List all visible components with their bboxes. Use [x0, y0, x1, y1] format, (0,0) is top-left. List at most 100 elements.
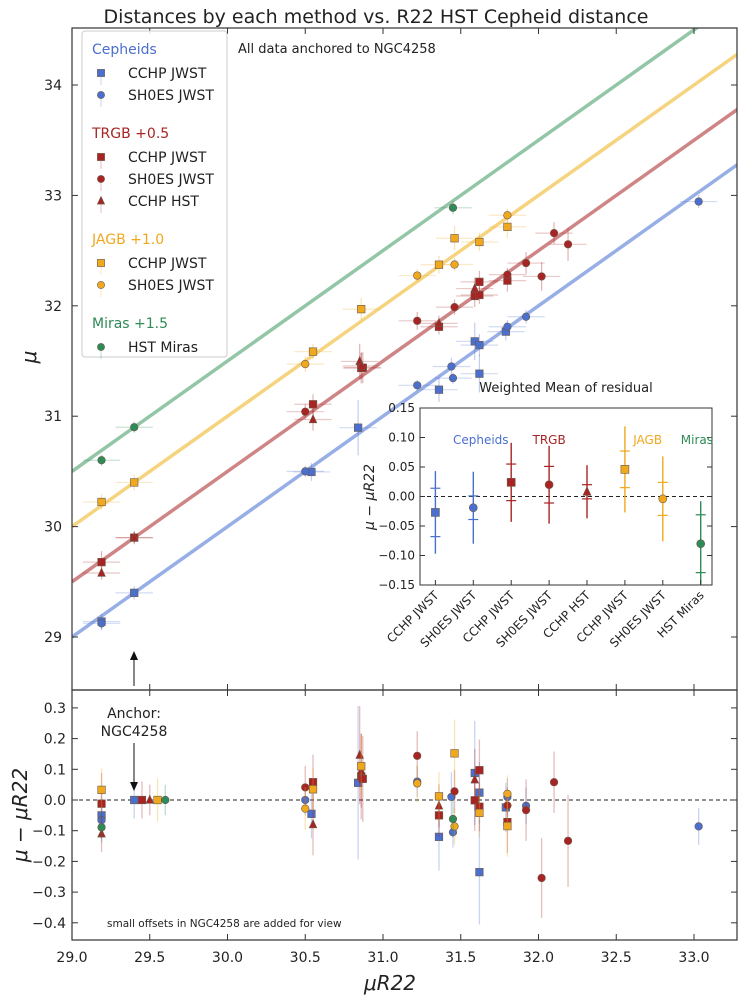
point-cepheids-sh0es-jwst	[97, 619, 106, 628]
legend-marker	[97, 91, 105, 99]
fit-line-miras	[72, 28, 700, 473]
residual-axes-frame	[71, 689, 738, 941]
residual-point-cepheids-cchp-jwst	[130, 795, 139, 805]
residual-point-trgb-cchp-hst	[308, 819, 318, 829]
point-miras-hst-miras	[130, 423, 139, 432]
point-trgb-cchp-hst	[129, 532, 139, 542]
point-cepheids-cchp-jwst	[130, 588, 139, 597]
inset-group-label: TRGB	[531, 433, 565, 447]
point-trgb-sh0es-jwst	[413, 316, 422, 325]
x-axis-label: μR22	[363, 971, 416, 995]
residual-point-trgb-cchp-hst	[355, 749, 364, 759]
y-tick-label: 32	[44, 299, 62, 315]
point-trgb-cchp-jwst	[97, 558, 106, 567]
residual-y-tick-label: −0.1	[32, 824, 66, 840]
residual-point-trgb-sh0es-jwst	[450, 787, 459, 796]
residual-point-jagb-cchp-jwst	[153, 795, 162, 805]
inset-title: Weighted Mean of residual	[479, 381, 652, 396]
residual-point-jagb-cchp-jwst	[450, 749, 459, 758]
point-trgb-sh0es-jwst	[503, 270, 512, 279]
residual-point-trgb-cchp-hst	[97, 828, 106, 838]
point-trgb-cchp-jwst	[475, 277, 484, 286]
point-jagb-cchp-jwst	[97, 497, 106, 507]
inset-y-axis-label: μ − μR22	[362, 464, 378, 531]
legend-marker	[97, 259, 105, 267]
point-jagb-cchp-jwst	[130, 478, 139, 487]
offset-note: small offsets in NGC4258 are added for v…	[107, 918, 342, 930]
point-jagb-sh0es-jwst	[301, 359, 310, 369]
residual-point-trgb-sh0es-jwst	[503, 801, 512, 810]
inset-y-tick-label: 0.15	[388, 401, 415, 415]
residual-point-cepheids-cchp-jwst	[434, 832, 444, 841]
residual-point-trgb-sh0es-jwst	[537, 873, 546, 883]
y-tick-label: 29	[44, 630, 62, 646]
legend-group-title: TRGB +0.5	[91, 126, 169, 142]
legend-entry: SH0ES JWST	[128, 172, 214, 188]
y-tick-label: 33	[44, 188, 62, 204]
residual-point-trgb-cchp-hst	[434, 800, 444, 810]
point-cepheids-sh0es-jwst	[694, 197, 703, 206]
residual-point-trgb-cchp-jwst	[97, 799, 106, 808]
point-jagb-cchp-jwst	[357, 305, 366, 314]
inset-point	[658, 494, 668, 504]
residual-point-cepheids-sh0es-jwst	[301, 795, 310, 805]
inset-point	[620, 465, 630, 474]
residual-point-jagb-sh0es-jwst	[450, 822, 459, 831]
point-miras-hst-miras	[448, 203, 458, 212]
residual-point-miras-hst-miras	[161, 795, 170, 805]
inset-y-tick-label: −0.15	[378, 578, 415, 592]
point-jagb-cchp-jwst	[503, 222, 512, 231]
inset-point	[506, 478, 516, 487]
inset-chart: Weighted Mean of residual 0.15 0.10 0.05 0.0…	[362, 381, 713, 650]
point-trgb-cchp-hst	[97, 567, 106, 577]
point-trgb-cchp-hst	[434, 317, 444, 327]
legend-group-title: JAGB +1.0	[91, 232, 164, 248]
legend-marker	[97, 175, 105, 183]
point-trgb-sh0es-jwst	[563, 240, 573, 249]
legend-group-title: Cepheids	[92, 42, 157, 58]
residual-point-jagb-cchp-jwst	[475, 808, 484, 817]
legend-marker	[97, 69, 105, 77]
legend-entry: HST Miras	[128, 340, 198, 356]
inset-y-tick-label: 0.00	[388, 490, 415, 504]
inset-y-tick-label: −0.10	[378, 549, 415, 563]
residual-point-trgb-sh0es-jwst	[521, 806, 531, 815]
residual-y-tick-label: −0.3	[32, 885, 66, 901]
legend: Cepheids CCHP JWST SH0ES JWST TRGB +0.5 CCHP…	[81, 30, 228, 359]
inset-point	[696, 539, 706, 549]
x-tick-label: 32.5	[601, 950, 632, 966]
residual-y-tick-label: 0.1	[44, 762, 66, 778]
point-trgb-cchp-jwst	[308, 400, 318, 409]
residual-y-tick-label: 0.0	[44, 793, 66, 809]
residual-point-trgb-cchp-hst	[145, 794, 155, 804]
residual-y-tick-label: 0.3	[44, 701, 66, 717]
inset-group-label: Miras	[681, 433, 713, 447]
legend-marker	[96, 195, 106, 205]
point-jagb-cchp-jwst	[475, 237, 484, 247]
fit-line-cepheids	[72, 162, 737, 639]
legend-marker	[97, 153, 105, 161]
residual-point-trgb-sh0es-jwst	[413, 751, 422, 760]
residual-point-jagb-sh0es-jwst	[413, 779, 422, 788]
residual-point-miras-hst-miras	[97, 823, 106, 832]
legend-group-title: Miras +1.5	[92, 316, 168, 332]
point-trgb-cchp-jwst	[475, 290, 484, 300]
residual-point-jagb-cchp-jwst	[97, 785, 106, 794]
point-trgb-sh0es-jwst	[521, 258, 531, 268]
residual-point-miras-hst-miras	[448, 814, 458, 824]
legend-marker	[97, 343, 105, 351]
x-tick-label: 31.0	[367, 950, 398, 966]
point-miras-hst-miras	[97, 456, 106, 465]
point-trgb-cchp-hst	[356, 360, 366, 370]
legend-entry: SH0ES JWST	[128, 88, 214, 104]
point-jagb-sh0es-jwst	[413, 271, 422, 280]
anchor-label: NGC4258	[101, 724, 168, 740]
point-trgb-sh0es-jwst	[450, 303, 459, 312]
x-tick-label: 29.0	[56, 950, 87, 966]
inset-y-tick-label: −0.05	[378, 519, 415, 533]
main-plot-area	[72, 28, 737, 639]
point-cepheids-cchp-jwst	[434, 385, 444, 394]
residual-point-trgb-sh0es-jwst	[563, 836, 573, 845]
legend-marker	[97, 281, 105, 289]
